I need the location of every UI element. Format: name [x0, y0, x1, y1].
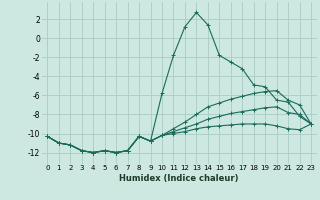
X-axis label: Humidex (Indice chaleur): Humidex (Indice chaleur) [119, 174, 239, 183]
